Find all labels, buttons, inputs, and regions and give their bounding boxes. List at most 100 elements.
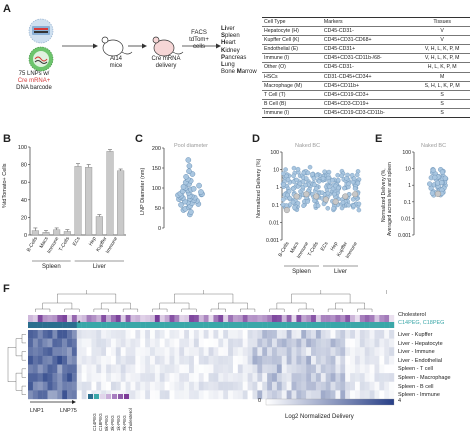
cholesterol-strip-cell — [345, 315, 351, 322]
heatmap-cell — [37, 381, 43, 391]
heatmap-cell — [189, 373, 195, 382]
column-dendrogram-branch — [159, 302, 190, 309]
peg-strip-cell — [71, 322, 77, 328]
heatmap-cell — [232, 364, 239, 374]
lnp-icon-top — [28, 18, 54, 44]
heatmap-cell — [91, 381, 97, 391]
cholesterol-strip-cell — [379, 315, 385, 322]
cholesterol-strip-cell — [169, 315, 175, 322]
heatmap-cell — [223, 390, 229, 400]
heatmap-cell — [354, 390, 361, 400]
heatmap-cell — [189, 381, 195, 391]
panel-d-ylabel: Normalized Delivery (%) — [256, 158, 262, 218]
heatmap-cell — [232, 381, 239, 391]
heatmap-cell — [96, 330, 102, 339]
column-dendrogram-branch — [291, 293, 351, 303]
heatmap-cell — [247, 364, 253, 374]
heatmap-cell — [110, 373, 117, 382]
heatmap-cell — [203, 390, 209, 400]
peg-strip-cell — [252, 322, 258, 328]
table-cell: CD45+CD31-CD68+ — [323, 37, 372, 44]
heatmap-cell — [145, 390, 151, 400]
heatmap-cell — [179, 373, 185, 382]
y-tick-label: 100 — [402, 150, 411, 156]
data-point — [297, 181, 303, 187]
data-point — [178, 202, 184, 208]
peg-strip-cell — [364, 322, 370, 328]
heatmap-cell — [47, 338, 53, 348]
key-label: C14PEG — [92, 413, 97, 431]
data-point — [356, 201, 362, 207]
heatmap-cell — [150, 347, 156, 357]
table-row: B Cell (B) CD45+CD3-CD19+ S — [262, 99, 470, 108]
heatmap-cell — [345, 338, 351, 348]
heatmap-cell — [37, 373, 43, 382]
heatmap-cell — [169, 347, 175, 357]
heatmap-cell — [130, 347, 136, 357]
heatmap-cell — [257, 364, 263, 374]
data-point — [186, 163, 193, 169]
lnp-icon-bottom — [28, 46, 54, 72]
table-header-cell: Markers — [323, 19, 343, 25]
heatmap-cell — [213, 330, 219, 339]
heatmap-cell — [242, 347, 248, 357]
heatmap-cell — [62, 330, 68, 339]
heatmap-cell — [379, 373, 385, 382]
heatmap-cell — [359, 381, 365, 391]
heatmap-cell — [237, 390, 243, 400]
heatmap-cell — [213, 381, 219, 391]
table-cell: S — [440, 91, 444, 98]
heatmap-cell — [306, 373, 312, 382]
panel-f-label: F — [3, 283, 10, 295]
organ-pancreas: Pancreas — [221, 54, 247, 61]
data-point — [432, 174, 438, 180]
key-label: 3k-PEG — [110, 415, 115, 431]
peg-strip-cell — [198, 322, 204, 328]
heatmap-cell — [262, 390, 268, 400]
heatmap-cell — [62, 381, 68, 391]
composition-key-swatch — [118, 394, 123, 399]
heatmap-cell — [345, 355, 351, 365]
heatmap-cell — [315, 373, 321, 382]
heatmap-cell — [184, 390, 190, 400]
cholesterol-strip-cell — [120, 315, 126, 322]
heatmap-cell — [364, 373, 370, 382]
heatmap-cell — [101, 347, 107, 357]
data-point — [354, 172, 360, 178]
heatmap-cell — [320, 364, 326, 374]
heatmap-cell — [120, 347, 126, 357]
peg-strip-cell — [86, 322, 92, 328]
legend-cholesterol: Cholesterol — [398, 312, 426, 318]
peg-strip-cell — [184, 322, 190, 328]
heatmap-cell — [198, 347, 204, 357]
heatmap-cell — [62, 373, 68, 382]
heatmap-cell — [291, 355, 297, 365]
cholesterol-strip-cell — [320, 315, 326, 322]
table-cell: CD45-CD31+ — [323, 46, 356, 53]
cholesterol-strip-cell — [67, 315, 73, 322]
column-dendrogram-branch — [335, 302, 365, 309]
cholesterol-strip-cell — [159, 315, 165, 322]
heatmap-cell — [86, 330, 92, 339]
lnp-caption-barcode: DNA barcode — [16, 85, 52, 91]
organ-heart: Heart — [221, 40, 236, 47]
data-point — [294, 177, 299, 183]
peg-strip-cell — [286, 322, 292, 328]
heatmap-cell — [237, 330, 243, 339]
cholesterol-strip-cell — [145, 315, 151, 322]
naked-bc-point — [283, 207, 290, 214]
heatmap-cell — [364, 381, 370, 391]
heatmap-cell — [47, 355, 53, 365]
data-point — [351, 176, 357, 181]
peg-strip-cell — [262, 322, 268, 328]
heatmap-cell — [52, 381, 58, 391]
heatmap-cell — [130, 390, 136, 400]
heatmap-cell — [272, 373, 278, 382]
table-cell: S — [440, 100, 444, 107]
cholesterol-strip-cell — [296, 315, 302, 322]
heatmap-cell — [37, 347, 43, 357]
heatmap-cell — [276, 330, 282, 339]
heatmap-cell — [286, 364, 292, 374]
heatmap-cell — [32, 355, 38, 365]
table-cell: S, H, L, K, P, M — [424, 82, 460, 89]
